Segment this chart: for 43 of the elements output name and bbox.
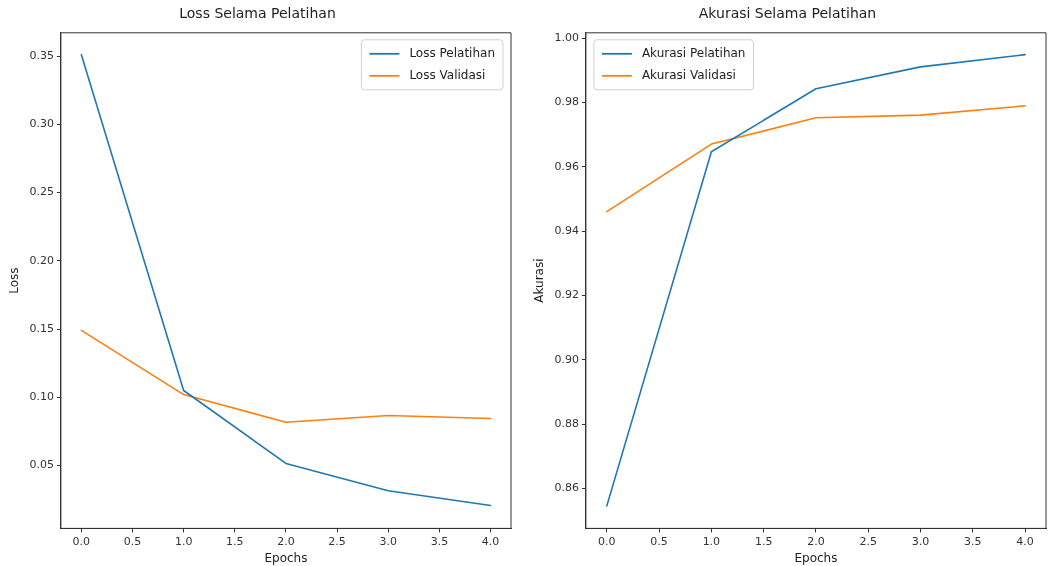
y-tick-label: 0.35: [29, 48, 54, 62]
x-axis-title: Epochs: [794, 550, 838, 565]
x-tick-label: 4.0: [481, 534, 500, 548]
y-tick-label: 0.98: [554, 95, 579, 109]
legend-label: Akurasi Validasi: [641, 67, 736, 82]
x-tick-label: 0.0: [72, 534, 91, 548]
y-tick-label: 0.92: [554, 288, 579, 302]
x-tick-label: 1.0: [174, 534, 193, 548]
x-tick-label: 3.0: [911, 534, 930, 548]
y-tick-label: 0.15: [29, 321, 54, 335]
y-axis-title: Loss: [7, 267, 22, 294]
x-tick-label: 3.5: [430, 534, 449, 548]
x-tick-label: 0.5: [650, 534, 668, 548]
y-tick-label: 0.25: [29, 185, 54, 199]
y-tick-label: 0.88: [554, 417, 579, 431]
x-tick-label: 4.0: [1016, 534, 1034, 548]
x-axis-title: Epochs: [264, 550, 308, 565]
y-tick-label: 0.05: [29, 458, 54, 472]
y-tick-label: 0.94: [554, 224, 579, 238]
legend-label: Loss Validasi: [409, 67, 486, 82]
y-tick-label: 0.90: [554, 352, 579, 366]
chart-title: Akurasi Selama Pelatihan: [698, 5, 877, 22]
y-axis-title: Akurasi: [532, 258, 547, 303]
legend-label: Loss Pelatihan: [409, 45, 496, 60]
chart-title: Loss Selama Pelatihan: [179, 5, 336, 22]
x-tick-label: 3.0: [379, 534, 397, 548]
y-tick-label: 0.96: [554, 159, 579, 173]
y-tick-label: 1.00: [554, 31, 579, 45]
x-tick-label: 1.0: [702, 534, 721, 548]
x-tick-label: 3.5: [964, 534, 982, 548]
y-tick-label: 0.20: [29, 253, 54, 267]
y-tick-label: 0.86: [554, 481, 579, 495]
x-tick-label: 2.0: [807, 534, 825, 548]
y-tick-label: 0.30: [29, 117, 54, 131]
x-tick-label: 2.5: [859, 534, 877, 548]
x-tick-label: 1.5: [754, 534, 773, 548]
x-tick-label: 0.0: [598, 534, 616, 548]
x-tick-label: 2.0: [277, 534, 295, 548]
x-tick-label: 0.5: [123, 534, 142, 548]
legend-label: Akurasi Pelatihan: [641, 45, 746, 60]
x-tick-label: 2.5: [328, 534, 346, 548]
y-tick-label: 0.10: [29, 390, 54, 404]
x-tick-label: 1.5: [226, 534, 244, 548]
